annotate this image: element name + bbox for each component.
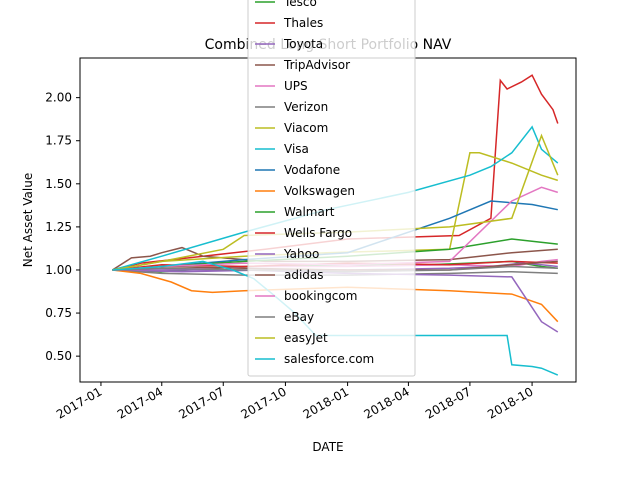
- legend-entry-label: salesforce.com: [284, 352, 374, 366]
- legend: Tesco Thales Toyota TripAdvisor UPS Verizon Vi…: [247, 0, 416, 377]
- legend-entry-label: bookingcom: [284, 289, 357, 303]
- y-tick-label: 0.50: [45, 349, 72, 363]
- legend-entry-label: Yahoo: [283, 247, 319, 261]
- legend-box: [247, 0, 416, 377]
- series-layer: [111, 74, 559, 376]
- legend-entry-label: Viacom: [284, 121, 328, 135]
- series-line-tripadvisor: [111, 246, 558, 271]
- legend-entry-label: adidas: [284, 268, 324, 282]
- legend-entry-label: Visa: [284, 142, 309, 156]
- legend-entry-label: Tesco: [283, 0, 317, 9]
- legend-entry-label: eBay: [284, 310, 314, 324]
- y-tick-label: 1.00: [45, 263, 72, 277]
- series-line-toyota: [112, 262, 558, 273]
- legend-entry-label: TripAdvisor: [283, 58, 350, 72]
- series-line-volkswagen: [112, 269, 559, 323]
- legend-entry-label: Verizon: [284, 100, 328, 114]
- series-line-visa: [112, 125, 559, 271]
- series-line-viacom: [112, 152, 559, 271]
- x-axis-label: DATE: [312, 440, 343, 454]
- legend-entry-label: Vodafone: [284, 163, 340, 177]
- legend-entry-label: easyJet: [284, 331, 328, 345]
- legend-entry-label: UPS: [284, 79, 308, 93]
- series-line-thales: [112, 74, 559, 271]
- y-axis-label: Net Asset Value: [21, 173, 35, 267]
- legend-entry-label: Thales: [283, 16, 323, 30]
- y-tick-label: 0.75: [45, 306, 72, 320]
- y-tick-label: 1.75: [45, 134, 72, 148]
- legend-entry-label: Toyota: [283, 37, 323, 51]
- legend-entry-label: Volkswagen: [284, 184, 355, 198]
- y-axis: 0.50 0.75 1.00 1.25 1.50 1.75 2.00: [45, 91, 80, 363]
- legend-entry-label: Walmart: [284, 205, 335, 219]
- y-tick-label: 1.50: [45, 177, 72, 191]
- y-tick-label: 2.00: [45, 91, 72, 105]
- y-tick-label: 1.25: [45, 220, 72, 234]
- legend-entry-label: Wells Fargo: [284, 226, 352, 240]
